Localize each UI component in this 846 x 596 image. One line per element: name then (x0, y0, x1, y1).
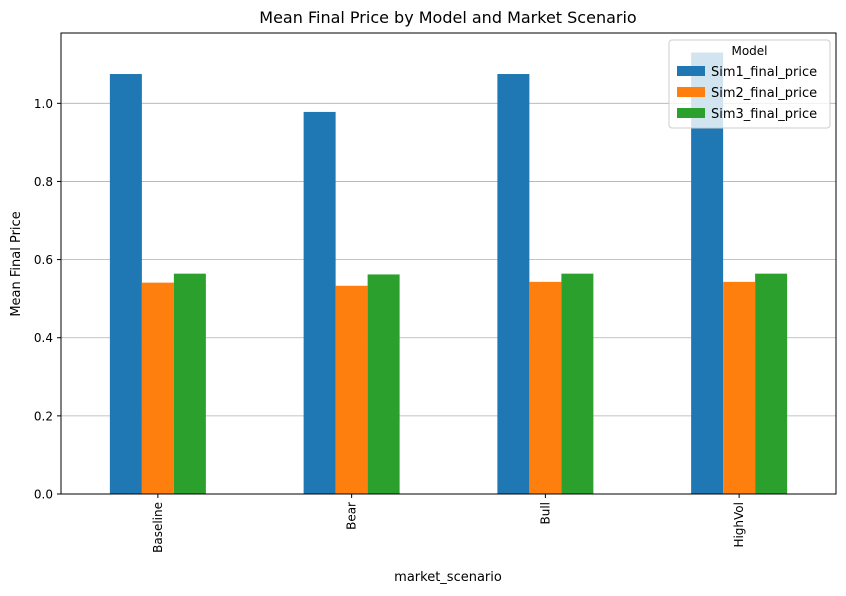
y-tick-label: 0.4 (34, 331, 53, 345)
legend: Model Sim1_final_price Sim2_final_price Sim… (668, 39, 831, 129)
bar-Sim3_final_price-Baseline (173, 273, 206, 494)
legend-box (668, 39, 831, 129)
y-tick-label: 0.0 (34, 488, 53, 502)
legend-title: Model (731, 44, 767, 58)
bar-Sim3_final_price-Bear (367, 274, 400, 494)
y-axis-ticks: 0.0 0.2 0.4 0.6 0.8 1.0 (34, 97, 61, 502)
legend-label-Sim2_final_price: Sim2_final_price (711, 86, 817, 101)
bar-Sim1_final_price-Bull (497, 74, 530, 495)
bar-Sim3_final_price-Bull (561, 273, 594, 494)
legend-swatch-Sim2_final_price (677, 87, 705, 97)
y-axis-label: Mean Final Price (9, 211, 24, 316)
legend-label-Sim3_final_price: Sim3_final_price (711, 107, 817, 122)
bar-Sim3_final_price-HighVol (755, 273, 788, 494)
x-tick-label: Baseline (151, 502, 165, 553)
y-tick-label: 0.8 (34, 175, 53, 189)
legend-swatch-Sim3_final_price (677, 108, 705, 118)
legend-label-Sim1_final_price: Sim1_final_price (711, 65, 817, 80)
bar-Sim1_final_price-Bear (303, 111, 336, 495)
bar-Sim1_final_price-Baseline (109, 74, 142, 495)
chart-title: Mean Final Price by Model and Market Sce… (259, 8, 636, 27)
x-axis-label: market_scenario (394, 570, 502, 585)
x-tick-label: HighVol (732, 502, 746, 548)
y-tick-label: 0.2 (34, 409, 53, 423)
bar-Sim2_final_price-Baseline (141, 282, 174, 494)
x-axis-ticks: Baseline Bear Bull HighVol (151, 494, 746, 553)
bar-Sim2_final_price-Bear (335, 285, 368, 494)
plot-frame (60, 32, 837, 495)
bar-Sim2_final_price-HighVol (723, 281, 756, 494)
x-tick-label: Bear (345, 502, 359, 530)
y-tick-label: 0.6 (34, 253, 53, 267)
y-tick-label: 1.0 (34, 97, 53, 111)
bar-Sim2_final_price-Bull (529, 281, 562, 494)
legend-swatch-Sim1_final_price (677, 66, 705, 76)
x-tick-label: Bull (538, 502, 552, 525)
bars (109, 52, 788, 495)
